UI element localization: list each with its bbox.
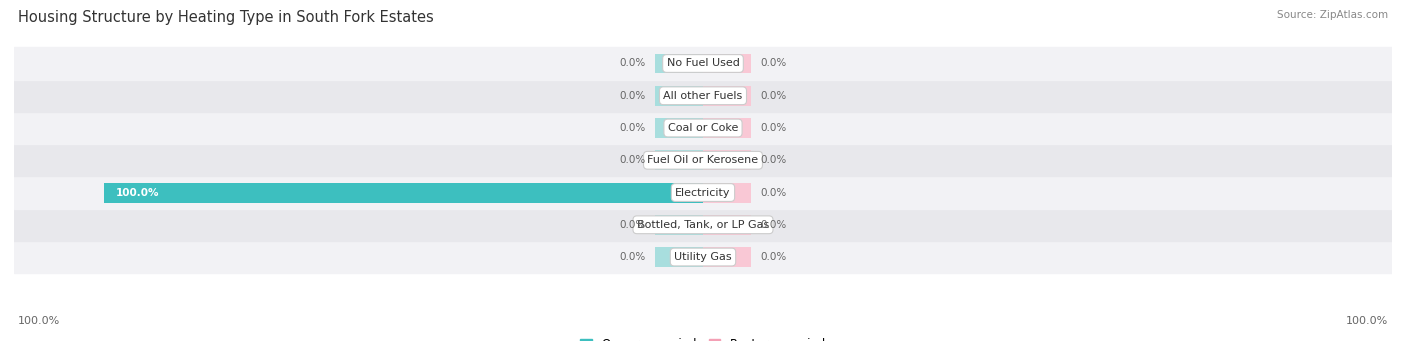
Bar [14,209,1392,241]
Text: Utility Gas: Utility Gas [675,252,731,262]
Text: 0.0%: 0.0% [759,123,786,133]
Bar [703,86,751,106]
Text: 0.0%: 0.0% [759,59,786,69]
Text: Coal or Coke: Coal or Coke [668,123,738,133]
Text: 100.0%: 100.0% [1346,315,1388,326]
Text: 0.0%: 0.0% [620,252,647,262]
Bar [655,182,703,203]
Bar [703,182,751,203]
Bar [703,247,751,267]
Text: Source: ZipAtlas.com: Source: ZipAtlas.com [1277,10,1388,20]
Bar [14,241,1392,273]
Bar [655,86,703,106]
Bar [703,118,751,138]
Text: 0.0%: 0.0% [759,188,786,197]
Bar [655,215,703,235]
Bar [655,118,703,138]
Bar [655,54,703,74]
Bar [703,215,751,235]
Text: 100.0%: 100.0% [18,315,60,326]
Bar [104,182,703,203]
Text: Fuel Oil or Kerosene: Fuel Oil or Kerosene [647,155,759,165]
Bar [655,150,703,170]
Text: 100.0%: 100.0% [115,188,159,197]
Bar [14,112,1392,144]
Bar [14,47,1392,80]
Text: 0.0%: 0.0% [620,59,647,69]
Legend: Owner-occupied, Renter-occupied: Owner-occupied, Renter-occupied [575,333,831,341]
Text: 0.0%: 0.0% [759,91,786,101]
Bar [14,144,1392,176]
Text: Electricity: Electricity [675,188,731,197]
Text: 0.0%: 0.0% [759,220,786,230]
Text: No Fuel Used: No Fuel Used [666,59,740,69]
Bar [14,80,1392,112]
Text: Bottled, Tank, or LP Gas: Bottled, Tank, or LP Gas [637,220,769,230]
Bar [14,176,1392,209]
Text: All other Fuels: All other Fuels [664,91,742,101]
Bar [703,54,751,74]
Text: Housing Structure by Heating Type in South Fork Estates: Housing Structure by Heating Type in Sou… [18,10,434,25]
Text: 0.0%: 0.0% [759,252,786,262]
Text: 0.0%: 0.0% [620,155,647,165]
Text: 0.0%: 0.0% [620,91,647,101]
Bar [655,247,703,267]
Text: 0.0%: 0.0% [759,155,786,165]
Text: 0.0%: 0.0% [620,123,647,133]
Bar [703,150,751,170]
Text: 0.0%: 0.0% [620,220,647,230]
